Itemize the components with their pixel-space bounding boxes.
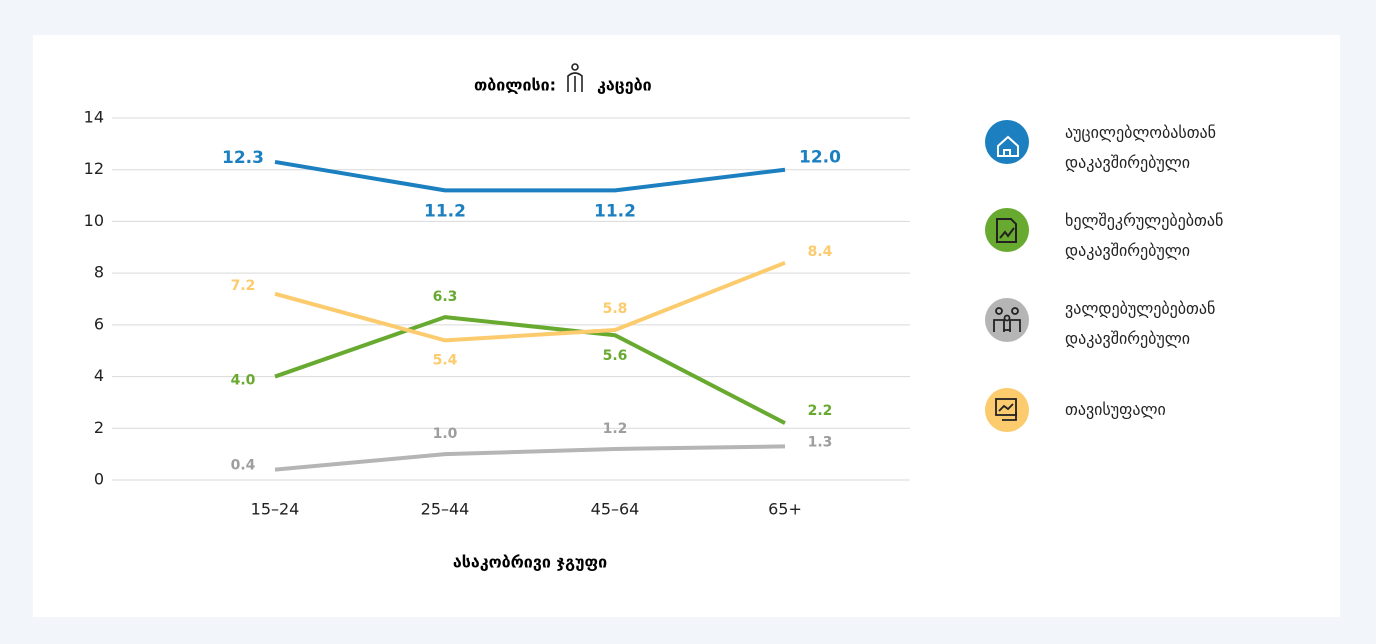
data-label: 4.0 xyxy=(231,373,256,389)
line xyxy=(274,315,786,425)
data-label: 11.2 xyxy=(424,201,466,221)
data-label: 1.2 xyxy=(603,421,628,437)
line xyxy=(274,159,786,193)
legend-entry: აუცილებლობასთან დაკავშირებული xyxy=(1065,123,1217,172)
legend-icon xyxy=(985,120,1029,432)
y-tick-label: 0 xyxy=(94,470,104,489)
y-tick-label: 2 xyxy=(94,418,104,437)
data-label: 5.4 xyxy=(433,352,458,368)
data-label: 11.2 xyxy=(594,201,636,221)
y-tick-label: 12 xyxy=(84,159,104,178)
x-tick-label: 15–24 xyxy=(251,500,300,519)
x-axis-label: ასაკობრივი ჯგუფი xyxy=(453,553,607,572)
y-tick-label: 8 xyxy=(94,263,104,282)
legend-entry: თავისუფალი xyxy=(1065,400,1166,419)
data-label: 12.3 xyxy=(222,148,264,168)
x-tick-label: 45–64 xyxy=(591,500,640,519)
person-icon xyxy=(567,63,583,92)
legend-entry: ვალდებულებებთან დაკავშირებული xyxy=(1065,299,1216,348)
data-label: 1.3 xyxy=(808,434,833,450)
chart-title: კაცები xyxy=(597,76,652,95)
chart-title: თბილისი: xyxy=(474,76,556,95)
data-label: 6.3 xyxy=(433,289,458,305)
y-tick-label: 4 xyxy=(94,366,104,385)
x-tick-label: 65+ xyxy=(768,500,802,519)
line xyxy=(274,444,786,472)
data-label: 0.4 xyxy=(231,458,256,474)
x-tick-label: 25–44 xyxy=(421,500,470,519)
legend-entry: ხელშეკრულებებთან დაკავშირებული xyxy=(1065,211,1224,260)
y-tick-label: 10 xyxy=(84,211,104,230)
data-label: 7.2 xyxy=(231,278,256,294)
y-tick-label: 6 xyxy=(94,314,104,333)
data-label: 2.2 xyxy=(808,403,833,419)
card xyxy=(33,35,1340,617)
line xyxy=(274,260,786,343)
data-label: 8.4 xyxy=(808,244,833,260)
data-label: 12.0 xyxy=(799,148,841,168)
data-label: 5.6 xyxy=(603,348,628,364)
data-label: 5.8 xyxy=(603,301,628,317)
y-tick-label: 14 xyxy=(84,108,104,127)
data-label: 1.0 xyxy=(433,426,458,442)
